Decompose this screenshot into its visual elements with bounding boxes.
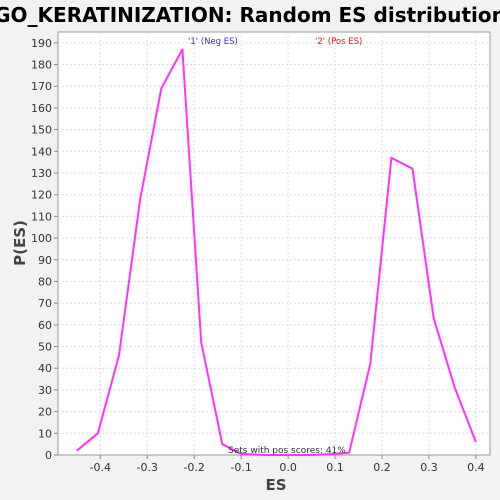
x-axis-ticks: -0.4 -0.3 -0.2 -0.1 0.0 0.1 0.2 0.3 0.4 bbox=[90, 455, 485, 474]
x-tick-label: -0.3 bbox=[136, 461, 157, 474]
chart-title: GO_KERATINIZATION: Random ES distributio… bbox=[0, 3, 500, 27]
y-tick-label: 120 bbox=[31, 189, 52, 202]
y-tick-label: 90 bbox=[38, 254, 52, 267]
y-tick-label: 50 bbox=[38, 341, 52, 354]
y-tick-label: 100 bbox=[31, 232, 52, 245]
y-tick-label: 70 bbox=[38, 297, 52, 310]
x-tick-label: -0.2 bbox=[183, 461, 204, 474]
y-tick-label: 40 bbox=[38, 362, 52, 375]
x-tick-label: 0.4 bbox=[467, 461, 485, 474]
x-axis-label: ES bbox=[265, 476, 286, 494]
x-tick-label: 0.2 bbox=[373, 461, 391, 474]
y-tick-label: 60 bbox=[38, 319, 52, 332]
x-tick-label: -0.1 bbox=[230, 461, 251, 474]
y-tick-label: 30 bbox=[38, 384, 52, 397]
y-tick-label: 140 bbox=[31, 145, 52, 158]
y-axis-label: P(ES) bbox=[11, 220, 29, 266]
y-tick-label: 130 bbox=[31, 167, 52, 180]
y-tick-label: 20 bbox=[38, 406, 52, 419]
plot-area bbox=[57, 31, 491, 456]
y-tick-label: 110 bbox=[31, 210, 52, 223]
x-tick-label: -0.4 bbox=[90, 461, 111, 474]
y-tick-label: 10 bbox=[38, 427, 52, 440]
x-tick-label: 0.3 bbox=[420, 461, 438, 474]
es-distribution-line bbox=[76, 48, 477, 456]
y-tick-label: 180 bbox=[31, 59, 52, 72]
y-tick-label: 160 bbox=[31, 102, 52, 115]
y-tick-label: 0 bbox=[45, 449, 52, 462]
pos-es-label: '2' (Pos ES) bbox=[315, 37, 362, 47]
y-tick-label: 80 bbox=[38, 275, 52, 288]
y-axis-ticks: 0 10 20 30 40 50 60 70 80 90 100 110 120 130 140 150 160… bbox=[31, 37, 58, 462]
y-tick-label: 170 bbox=[31, 80, 52, 93]
grid bbox=[58, 32, 490, 455]
x-tick-label: 0.1 bbox=[326, 461, 344, 474]
neg-es-label: '1' (Neg ES) bbox=[188, 37, 238, 47]
pos-score-note: Sets with pos scores: 41% bbox=[228, 446, 346, 456]
y-tick-label: 190 bbox=[31, 37, 52, 50]
x-tick-label: 0.0 bbox=[279, 461, 297, 474]
y-tick-label: 150 bbox=[31, 124, 52, 137]
